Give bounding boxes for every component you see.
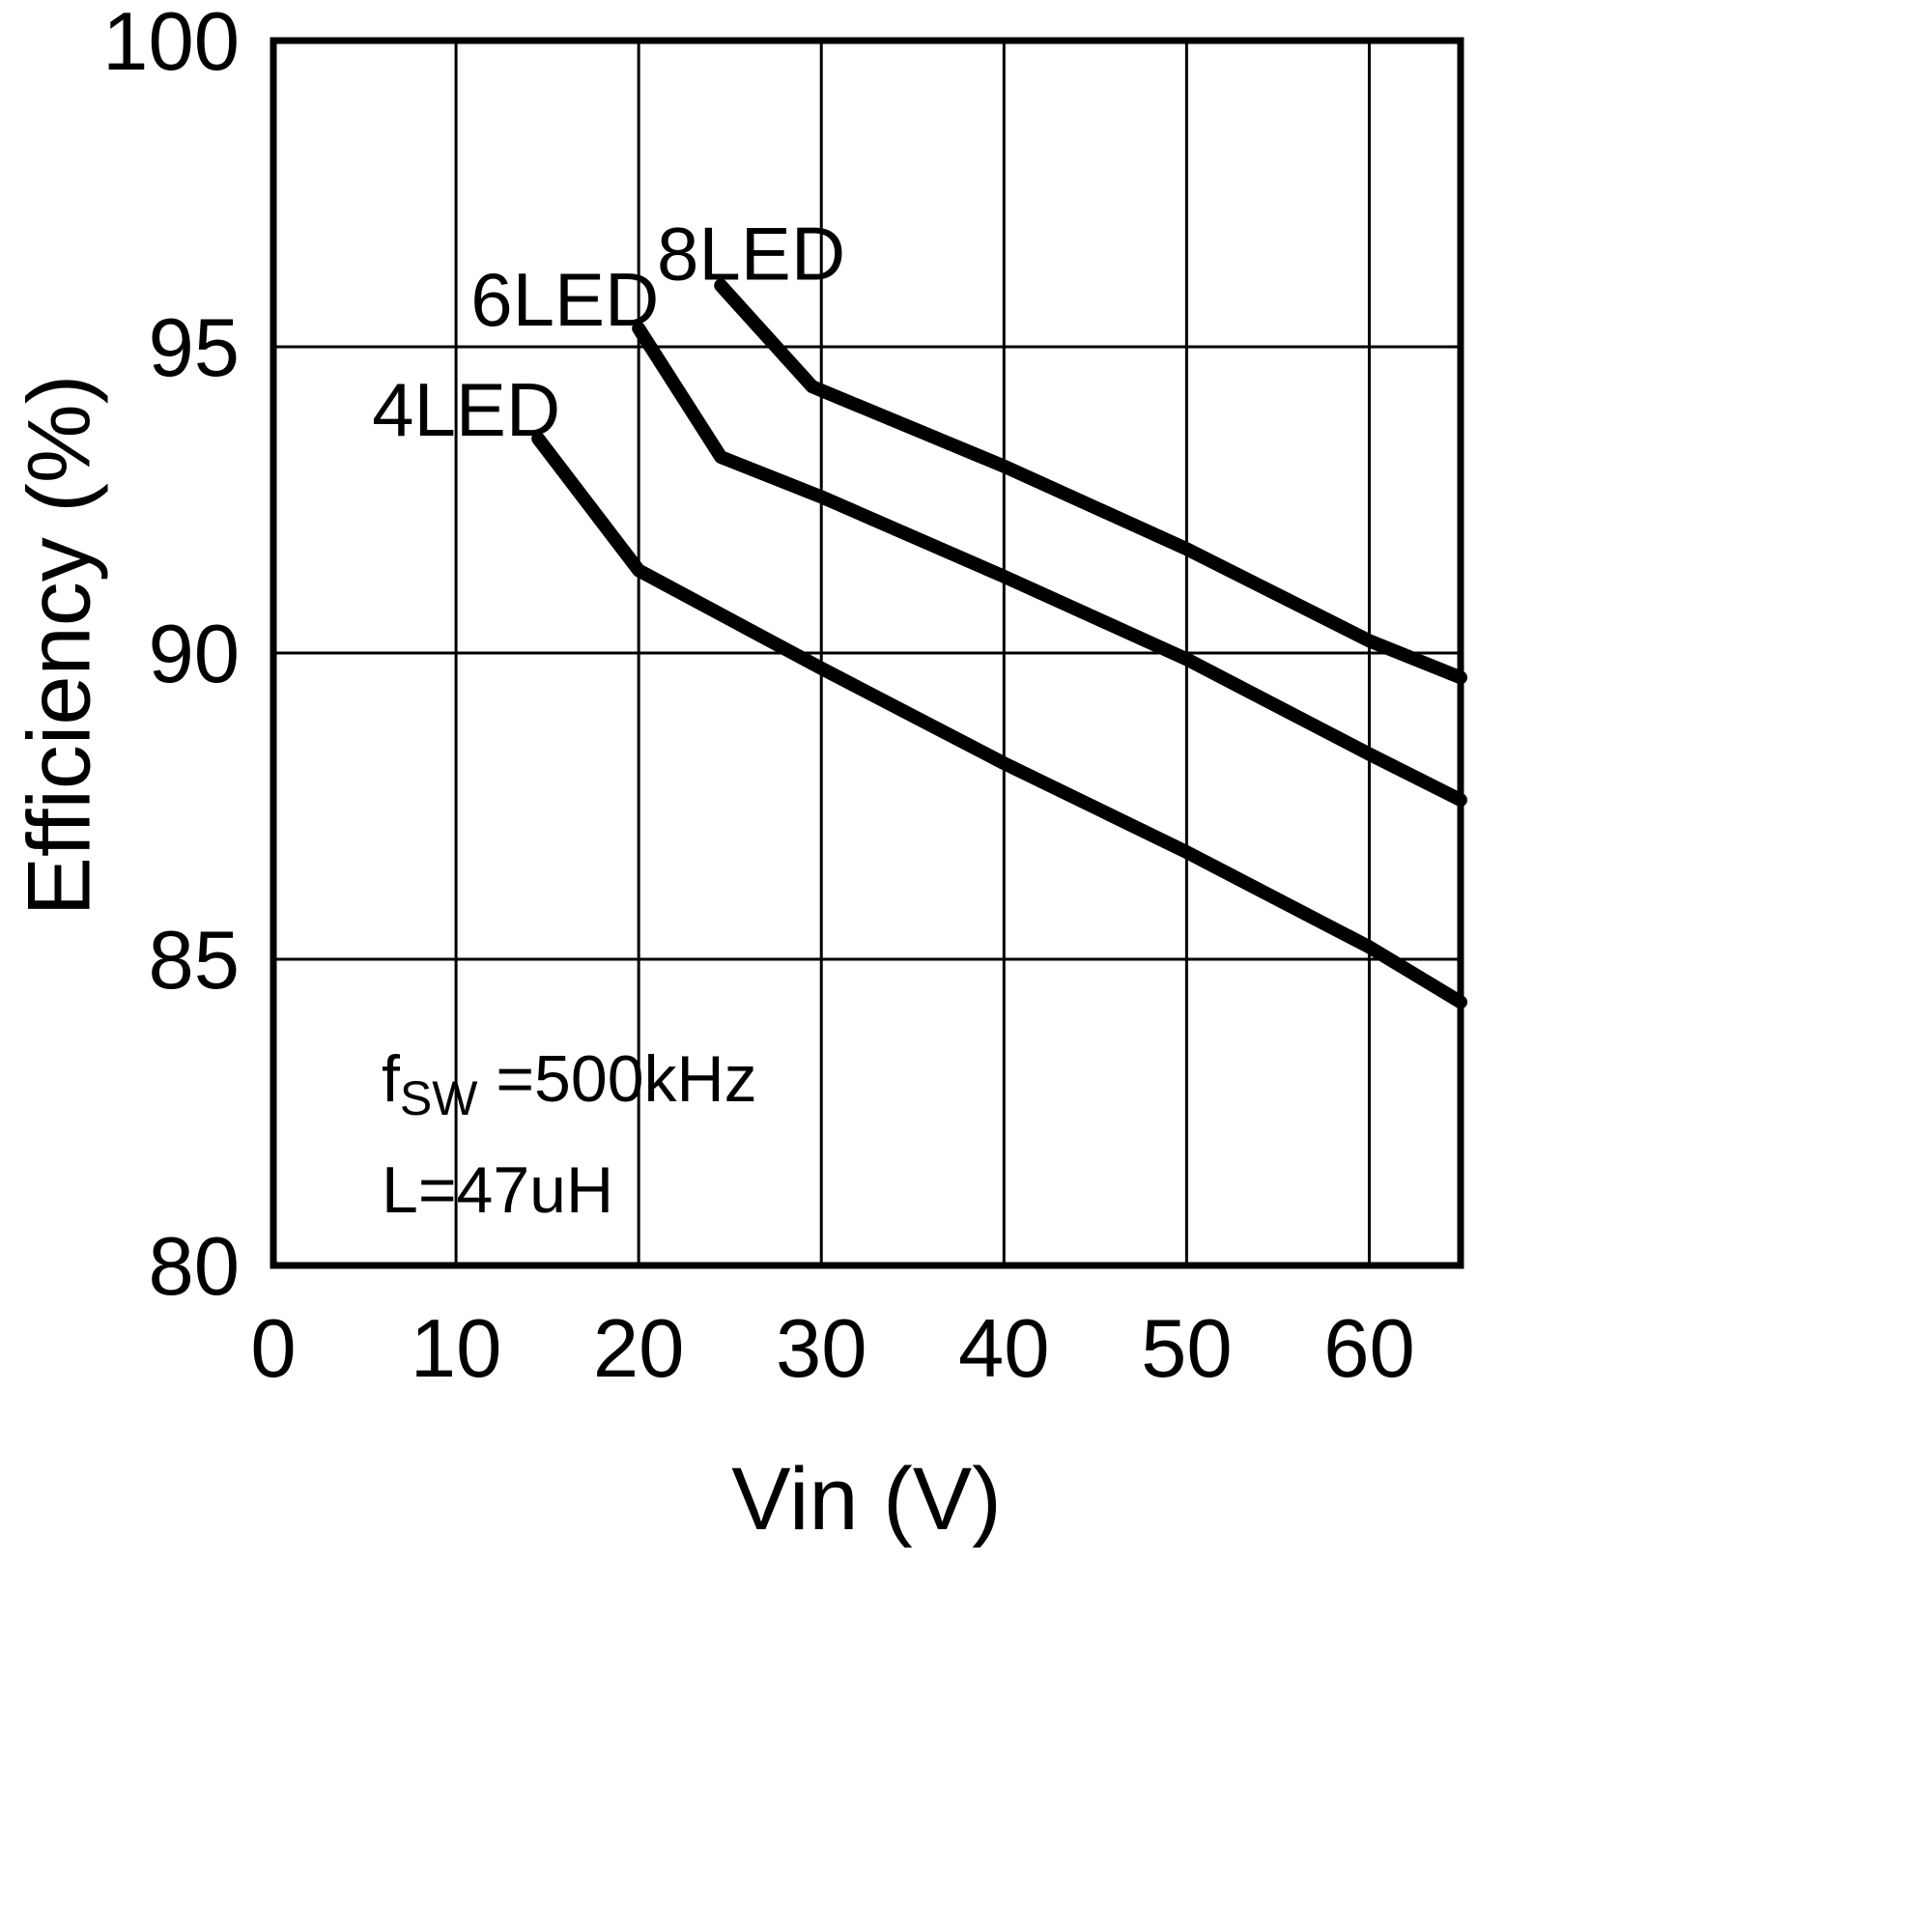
annotation-fsw-f: f bbox=[382, 1042, 400, 1116]
annotation-line1: fSW =500kHz bbox=[382, 1034, 757, 1145]
annotation-line2: L=47uH bbox=[382, 1153, 614, 1227]
x-tick-label: 60 bbox=[1323, 1303, 1415, 1395]
series-label-4led: 4LED bbox=[372, 367, 560, 452]
y-tick-label: 100 bbox=[102, 0, 240, 88]
x-tick-label: 30 bbox=[776, 1303, 867, 1395]
series-label-8led: 8LED bbox=[657, 211, 845, 296]
y-tick-label: 80 bbox=[148, 1221, 240, 1313]
plot-border bbox=[270, 37, 1464, 1269]
series-label-6led: 6LED bbox=[470, 257, 659, 342]
series-line-8led bbox=[714, 278, 1467, 685]
x-tick-label: 20 bbox=[593, 1303, 685, 1395]
x-tick-label: 40 bbox=[958, 1303, 1050, 1395]
x-tick-label: 0 bbox=[250, 1303, 296, 1395]
y-axis-title: Efficiency (%) bbox=[10, 374, 109, 917]
annotation-fsw-rest: =500kHz bbox=[477, 1042, 757, 1116]
x-axis-title: Vin (V) bbox=[731, 1450, 1002, 1548]
series-line-4led bbox=[531, 432, 1467, 1009]
x-tick-label: 10 bbox=[411, 1303, 502, 1395]
x-tick-label: 50 bbox=[1141, 1303, 1233, 1395]
y-tick-label: 95 bbox=[148, 302, 240, 394]
annotation-fsw-sub: SW bbox=[399, 1071, 478, 1125]
series-line-6led bbox=[632, 321, 1467, 808]
conditions-annotation: fSW =500kHz L=47uH bbox=[382, 1034, 757, 1236]
y-tick-label: 85 bbox=[148, 915, 240, 1007]
y-tick-label: 90 bbox=[148, 609, 240, 700]
